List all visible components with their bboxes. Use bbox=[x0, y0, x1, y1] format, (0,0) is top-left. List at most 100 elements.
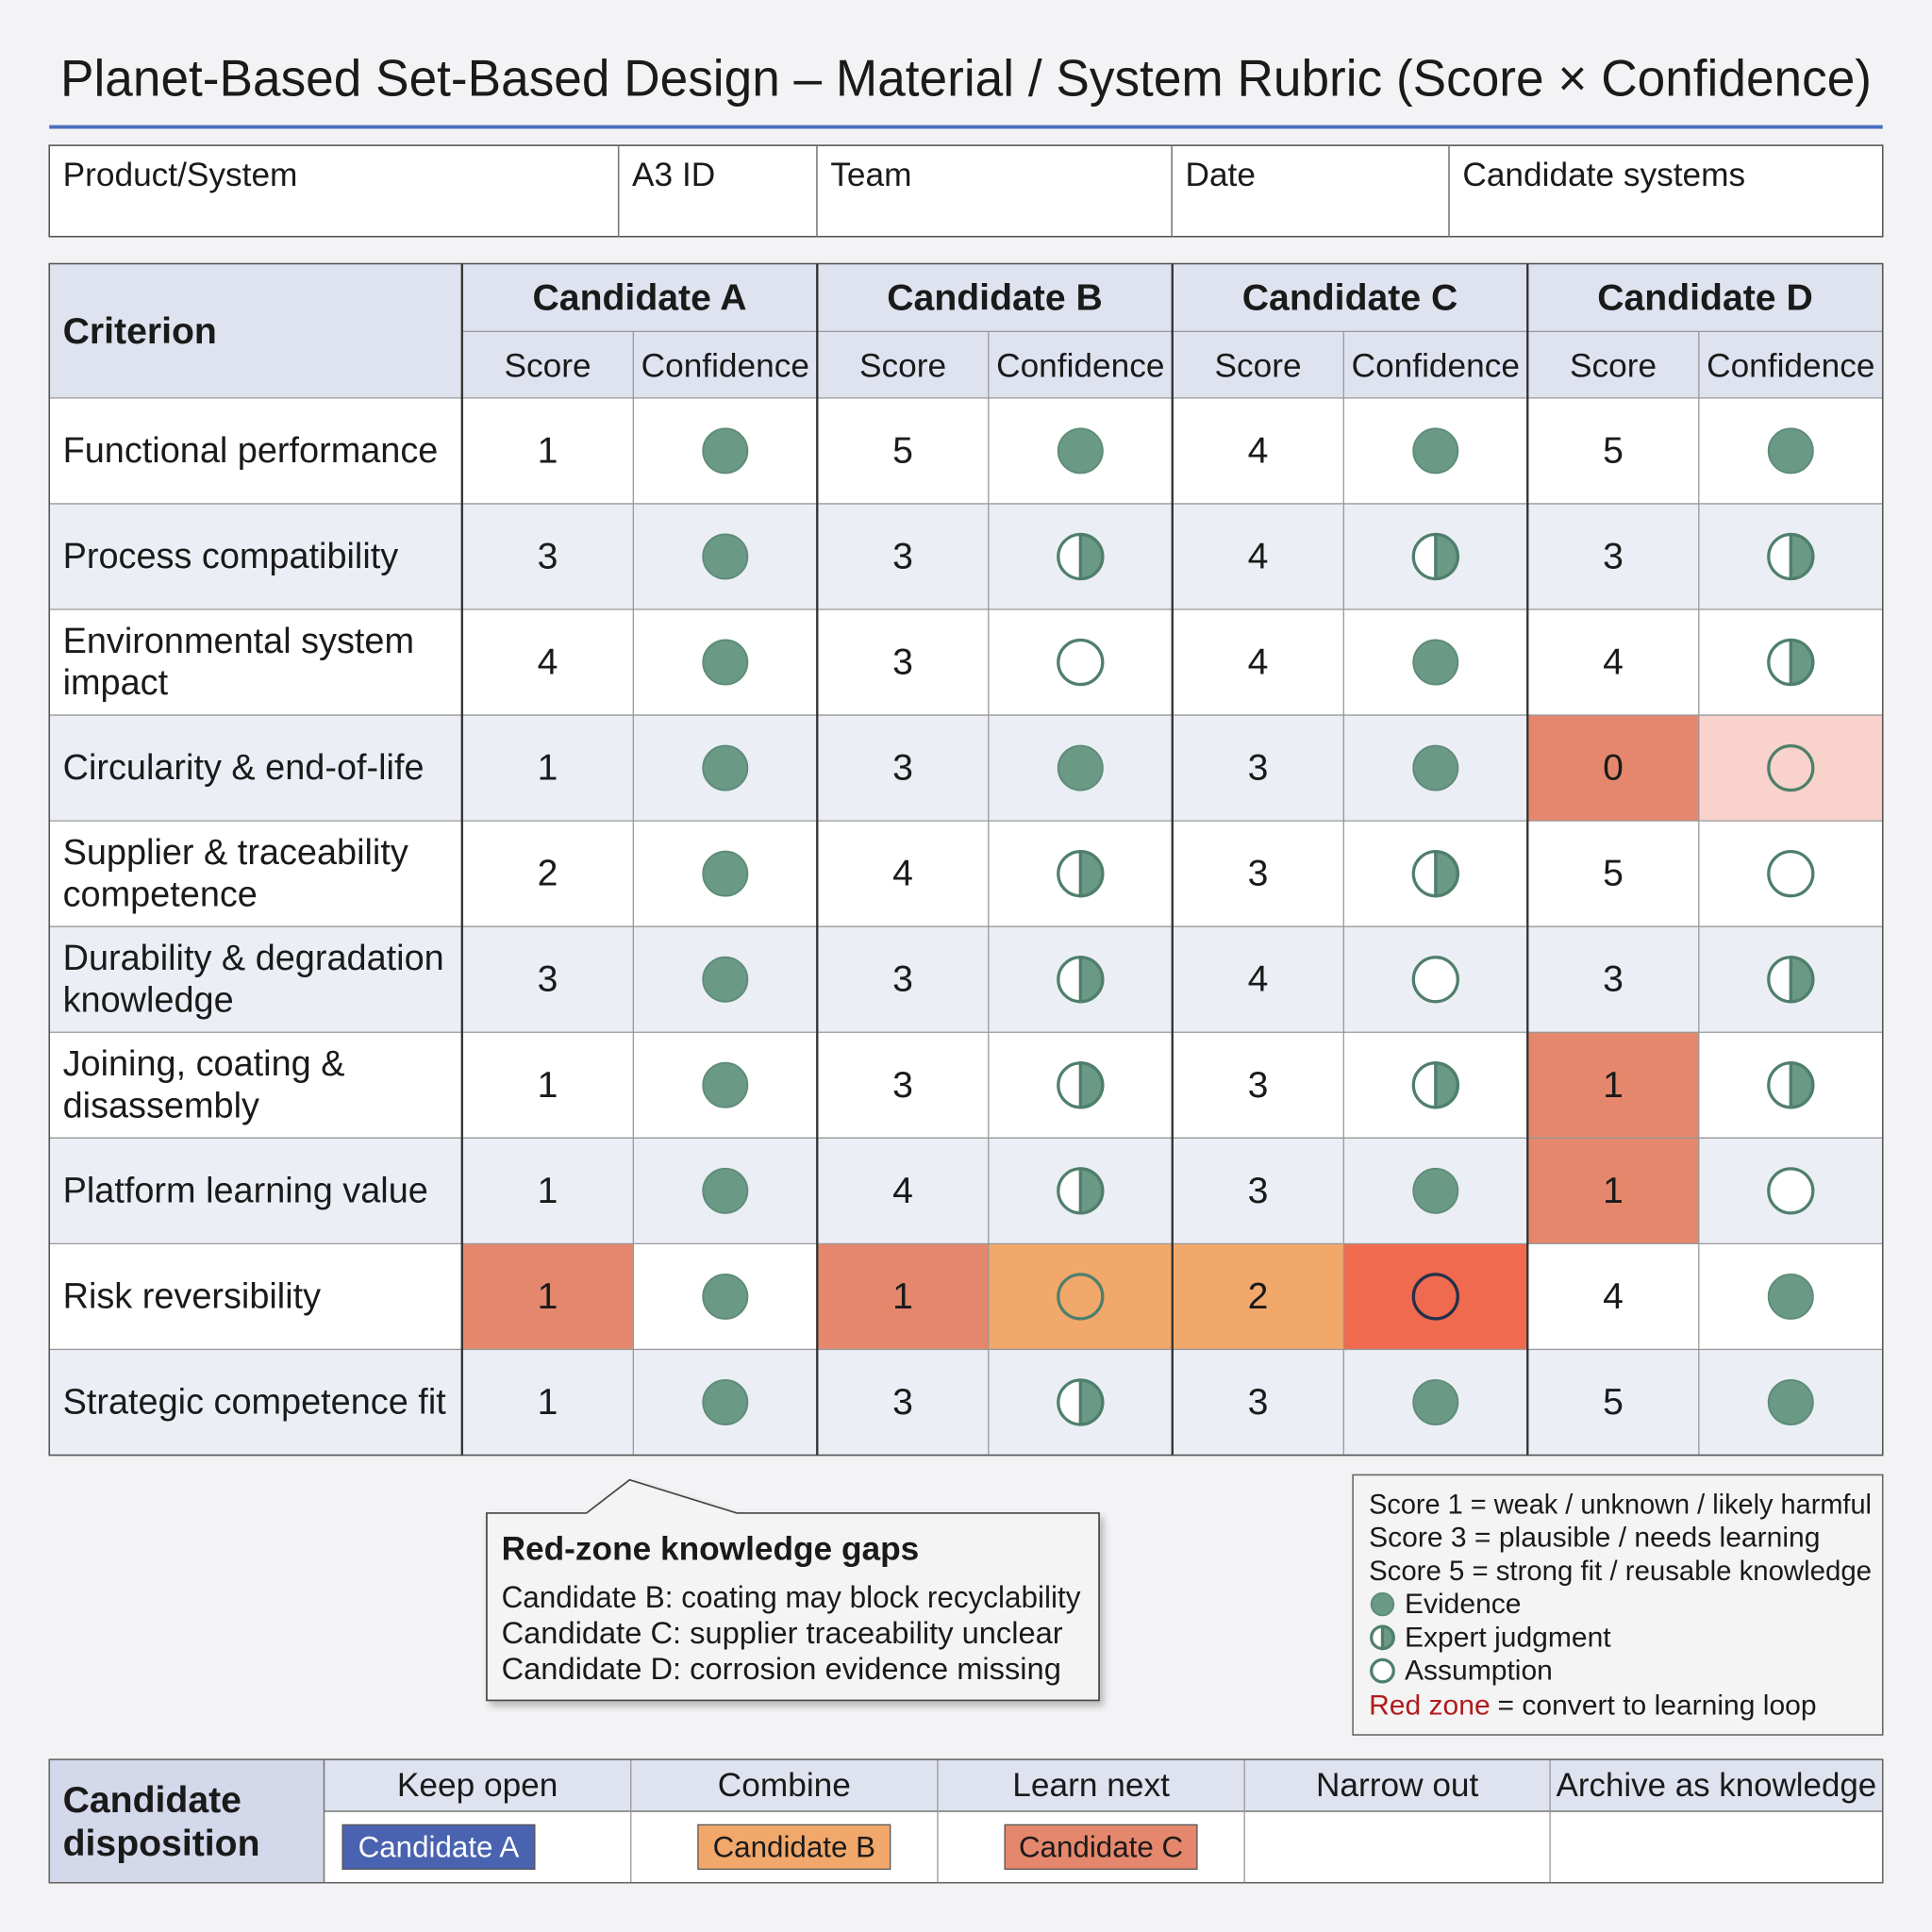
score: 1 bbox=[1603, 1171, 1624, 1211]
score: 4 bbox=[1603, 642, 1624, 683]
criterion-label: Durability & degradation knowledge bbox=[63, 939, 444, 1020]
subheader: Score bbox=[505, 347, 591, 384]
score: 2 bbox=[538, 854, 558, 894]
confidence-evidence bbox=[702, 1273, 749, 1320]
score: 3 bbox=[1248, 1382, 1269, 1423]
score: 5 bbox=[1603, 854, 1624, 894]
subheader: Confidence bbox=[996, 347, 1164, 384]
score: 4 bbox=[1248, 430, 1269, 471]
score: 1 bbox=[538, 1276, 558, 1317]
legend-red-zone: Red zone = convert to learning loop bbox=[1369, 1690, 1816, 1721]
score: 3 bbox=[892, 1382, 913, 1423]
candidate-header: Candidate B bbox=[887, 278, 1103, 319]
score: 3 bbox=[1248, 854, 1269, 894]
score: 4 bbox=[892, 854, 913, 894]
score: 1 bbox=[538, 1171, 558, 1211]
criterion-label: Joining, coating & disassembly bbox=[63, 1044, 345, 1125]
candidate-header: Candidate A bbox=[533, 278, 747, 319]
score: 3 bbox=[1603, 536, 1624, 576]
score: 3 bbox=[892, 959, 913, 1000]
disposition-frame bbox=[48, 1758, 1884, 1884]
score: 4 bbox=[892, 1171, 913, 1211]
confidence-evidence bbox=[1057, 427, 1104, 475]
confidence-judgment-half bbox=[1434, 532, 1459, 581]
red-zone-cell bbox=[1527, 1138, 1699, 1244]
red-zone-cell bbox=[1527, 715, 1699, 822]
score: 1 bbox=[538, 1065, 558, 1106]
confidence-evidence bbox=[1767, 1273, 1814, 1320]
table-frame bbox=[48, 262, 1884, 1457]
score: 1 bbox=[538, 748, 558, 789]
score: 1 bbox=[892, 1276, 913, 1317]
subheader: Confidence bbox=[1352, 347, 1520, 384]
disposition-chip bbox=[1004, 1824, 1198, 1871]
confidence-judgment-half bbox=[1078, 1061, 1105, 1109]
disposition-chip-label: Candidate A bbox=[358, 1830, 520, 1863]
confidence-judgment-half bbox=[1789, 638, 1815, 687]
candidate-header: Candidate D bbox=[1597, 278, 1813, 319]
confidence-evidence bbox=[1412, 744, 1459, 791]
confidence-evidence bbox=[1767, 1379, 1814, 1425]
red-zone-cell bbox=[1343, 1243, 1528, 1350]
score: 4 bbox=[1248, 536, 1269, 576]
confidence-judgment-half bbox=[1380, 1624, 1395, 1651]
red-zone-text: = convert to learning loop bbox=[1498, 1690, 1817, 1721]
confidence-judgment-half bbox=[1078, 850, 1105, 898]
confidence-evidence bbox=[702, 1167, 749, 1214]
red-zone-cell bbox=[1698, 715, 1883, 822]
legend-confidence-label: Assumption bbox=[1405, 1656, 1553, 1687]
subheader: Confidence bbox=[1707, 347, 1874, 384]
disposition-column: Narrow out bbox=[1316, 1767, 1479, 1804]
disposition-header-bg bbox=[324, 1759, 1883, 1811]
confidence-evidence bbox=[1412, 1379, 1459, 1425]
score: 4 bbox=[1603, 1276, 1624, 1317]
table-row-bg bbox=[49, 1349, 1883, 1456]
confidence-judgment-half bbox=[1078, 1378, 1105, 1426]
confidence-evidence bbox=[702, 1061, 749, 1108]
disposition-column: Archive as knowledge bbox=[1557, 1767, 1877, 1804]
confidence-judgment-half bbox=[1789, 1061, 1815, 1109]
confidence-judgment-half bbox=[1789, 532, 1815, 581]
legend-score-line: Score 3 = plausible / needs learning bbox=[1369, 1523, 1820, 1554]
confidence-evidence bbox=[1767, 427, 1814, 475]
score: 1 bbox=[1603, 1065, 1624, 1106]
legend-score-line: Score 1 = weak / unknown / likely harmfu… bbox=[1369, 1489, 1872, 1520]
score: 3 bbox=[1603, 959, 1624, 1000]
score: 1 bbox=[538, 430, 558, 471]
score: 0 bbox=[1603, 748, 1624, 789]
confidence-judgment-half bbox=[1078, 956, 1105, 1004]
disposition-column: Learn next bbox=[1012, 1767, 1170, 1804]
header-field-label: Candidate systems bbox=[1462, 157, 1745, 193]
red-zone-cell bbox=[988, 1243, 1173, 1350]
confidence-assumption bbox=[1370, 1657, 1395, 1684]
callout-title: Red-zone knowledge gaps bbox=[502, 1530, 920, 1567]
confidence-evidence bbox=[1057, 744, 1104, 791]
criterion-header: Criterion bbox=[63, 311, 217, 352]
score: 5 bbox=[1603, 430, 1624, 471]
confidence-assumption bbox=[1767, 1167, 1815, 1215]
subheader: Score bbox=[1570, 347, 1657, 384]
header-field-label: A3 ID bbox=[632, 157, 715, 193]
confidence-assumption bbox=[1767, 743, 1815, 792]
subheader: Score bbox=[1215, 347, 1302, 384]
score: 3 bbox=[892, 536, 913, 576]
callout-line: Candidate D: corrosion evidence missing bbox=[502, 1651, 1061, 1686]
confidence-evidence bbox=[702, 850, 749, 897]
score: 4 bbox=[538, 642, 558, 683]
table-row-bg bbox=[49, 609, 1883, 716]
confidence-assumption bbox=[1411, 956, 1459, 1004]
confidence-evidence bbox=[702, 1379, 749, 1425]
subheader: Score bbox=[859, 347, 946, 384]
red-zone-cell bbox=[1527, 1032, 1699, 1139]
criterion-label: Supplier & traceability competence bbox=[63, 833, 408, 914]
score: 3 bbox=[1248, 1065, 1269, 1106]
table-row-bg bbox=[49, 503, 1883, 610]
table-row-bg bbox=[49, 821, 1883, 927]
table-row-bg bbox=[49, 397, 1883, 504]
score: 3 bbox=[538, 536, 558, 576]
disposition-chip-label: Candidate C bbox=[1019, 1830, 1183, 1863]
criterion-label: Environmental system impact bbox=[63, 622, 414, 703]
score: 1 bbox=[538, 1382, 558, 1423]
disposition-chip bbox=[697, 1824, 891, 1871]
